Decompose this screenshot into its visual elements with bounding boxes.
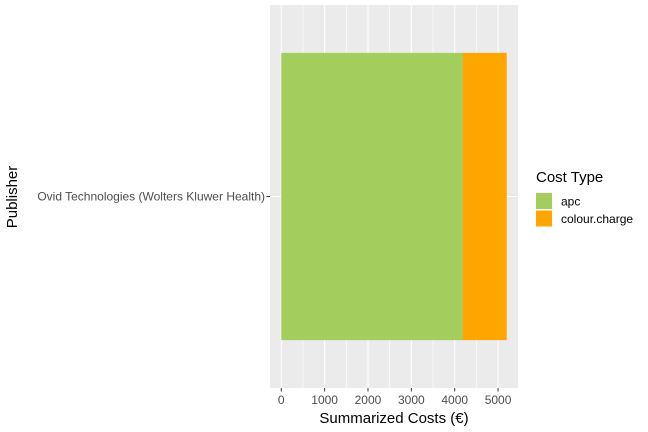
- legend: Cost Type apc colour.charge: [536, 169, 633, 227]
- x-axis: 0 1000 2000 3000 4000 5000: [278, 388, 512, 407]
- y-axis-title: Publisher: [4, 166, 21, 229]
- legend-key-apc: [536, 193, 552, 209]
- x-axis-title: Summarized Costs (€): [319, 410, 468, 427]
- x-tick-label: 0: [278, 393, 285, 407]
- legend-label: apc: [561, 195, 580, 209]
- x-tick-label: 2000: [355, 393, 382, 407]
- x-tick-label: 4000: [441, 393, 468, 407]
- x-tick-label: 1000: [311, 393, 338, 407]
- x-tick-label: 3000: [398, 393, 425, 407]
- y-axis: Ovid Technologies (Wolters Kluwer Health…: [37, 190, 270, 204]
- y-tick-label: Ovid Technologies (Wolters Kluwer Health…: [37, 190, 265, 204]
- bar-colour-charge: [462, 52, 507, 341]
- legend-label: colour.charge: [561, 212, 633, 226]
- bars: [281, 52, 507, 341]
- bar-apc: [281, 52, 463, 341]
- x-tick-label: 5000: [485, 393, 512, 407]
- legend-key-colour-charge: [536, 210, 552, 227]
- legend-title: Cost Type: [536, 169, 603, 186]
